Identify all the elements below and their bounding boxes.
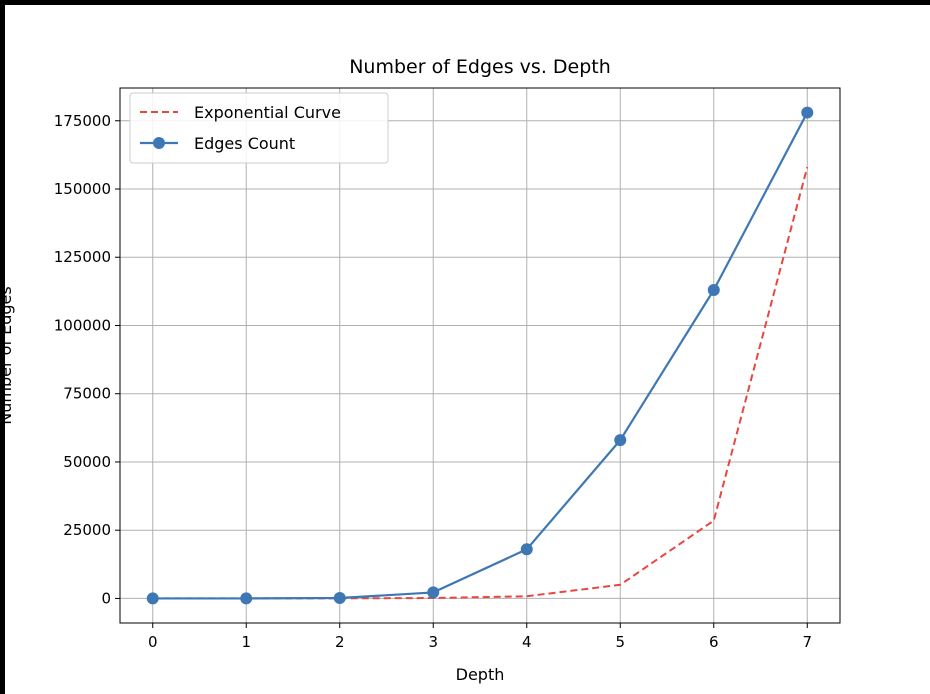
y-tick-label: 150000 [54, 180, 111, 198]
y-tick-label: 175000 [54, 112, 111, 130]
plot-area-frame [119, 87, 841, 624]
data-point-edges-count [707, 283, 720, 296]
y-tick-label: 75000 [63, 385, 111, 403]
y-axis-ticks: 0 25000 50000 75000 100000 125000 150000 175000 [54, 112, 120, 607]
x-tick-label: 5 [615, 633, 625, 651]
legend-box [129, 92, 389, 164]
x-tick-label: 6 [709, 633, 719, 651]
data-point-edges-count [520, 543, 533, 556]
data-point-edges-count [427, 586, 440, 599]
x-tick-label: 1 [241, 633, 251, 651]
y-tick-label: 0 [101, 589, 111, 607]
x-tick-label: 7 [802, 633, 812, 651]
data-point-edges-count [333, 592, 346, 605]
data-point-edges-count [614, 434, 627, 447]
x-tick-label: 0 [148, 633, 158, 651]
y-tick-label: 50000 [63, 453, 111, 471]
chart-title: Number of Edges vs. Depth [349, 56, 611, 78]
y-axis-title: Number of Edges [5, 286, 15, 424]
data-point-edges-count [801, 106, 814, 119]
y-tick-label: 125000 [54, 248, 111, 266]
series-line-exponential-curve [152, 166, 809, 600]
legend: Exponential Curve Edges Count [129, 92, 389, 164]
x-tick-label: 2 [335, 633, 345, 651]
chart: 0 1 2 3 4 5 6 7 0 25000 50000 75000 100000 125000 150… [5, 56, 841, 684]
x-axis-title: Depth [456, 665, 505, 684]
x-tick-label: 4 [522, 633, 532, 651]
x-axis-ticks: 0 1 2 3 4 5 6 7 [148, 623, 812, 651]
legend-label-edges-count: Edges Count [194, 134, 295, 153]
data-point-edges-count [240, 592, 253, 605]
figure-canvas: 0 1 2 3 4 5 6 7 0 25000 50000 75000 100000 125000 150… [5, 5, 930, 694]
legend-marker-edges-count [153, 137, 165, 149]
y-tick-label: 100000 [54, 316, 111, 334]
series-layer [146, 106, 814, 605]
x-tick-label: 3 [428, 633, 438, 651]
legend-label-exponential-curve: Exponential Curve [194, 103, 341, 122]
data-point-edges-count [146, 592, 159, 605]
grid [120, 88, 840, 623]
series-line-edges-count [152, 112, 809, 600]
y-tick-label: 25000 [63, 521, 111, 539]
